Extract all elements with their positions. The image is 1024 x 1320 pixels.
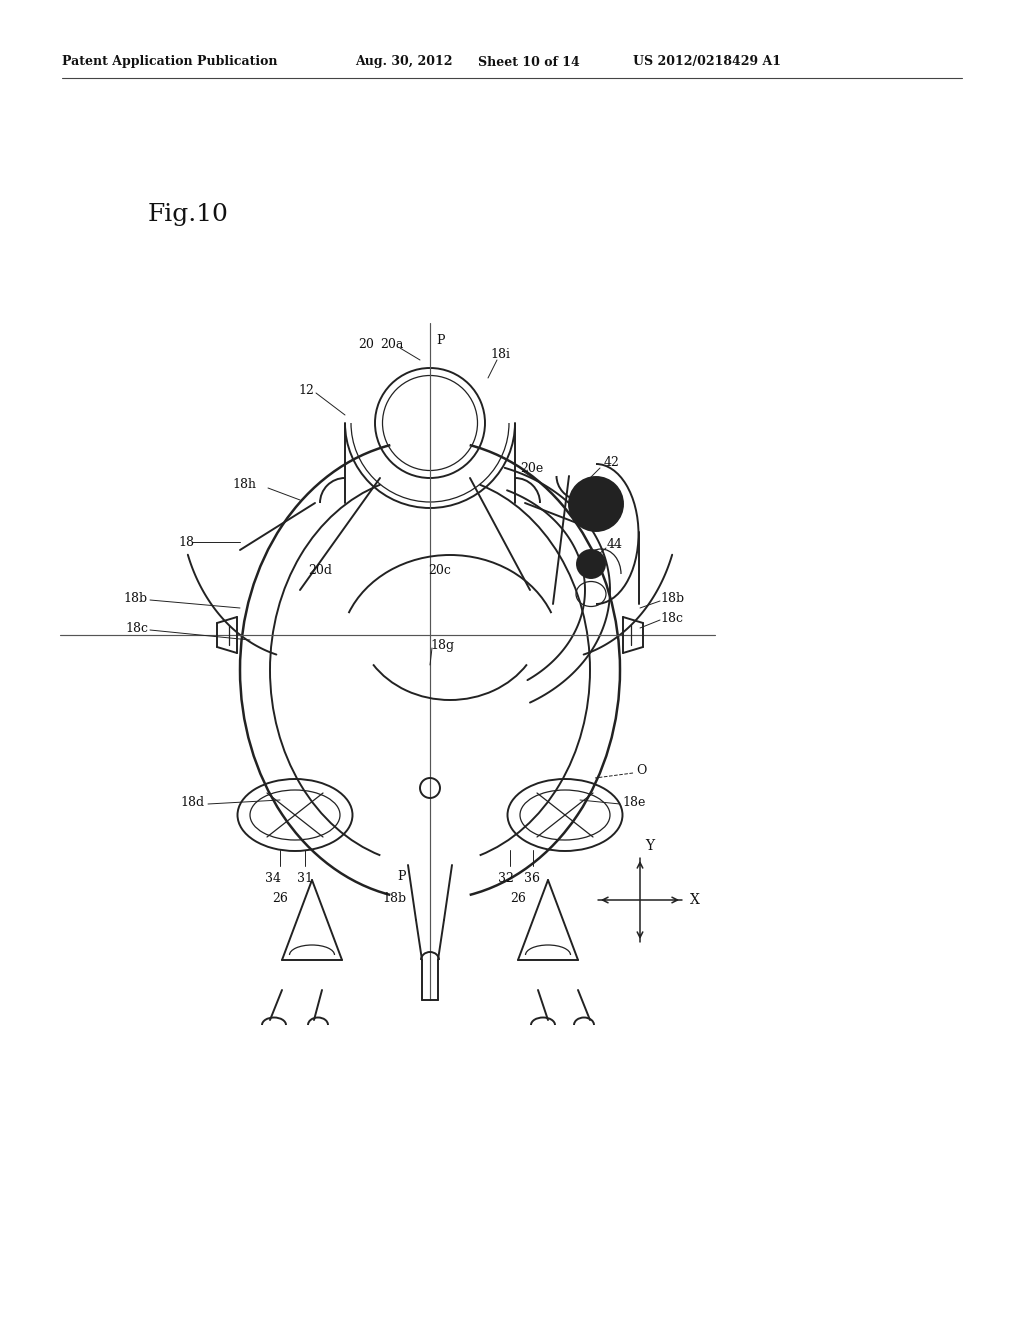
Text: P: P	[436, 334, 444, 346]
Text: Aug. 30, 2012: Aug. 30, 2012	[355, 55, 453, 69]
Text: 18b: 18b	[660, 591, 684, 605]
Text: 36: 36	[524, 871, 540, 884]
Text: 18i: 18i	[490, 348, 510, 362]
Text: 20: 20	[358, 338, 374, 351]
Text: 18b: 18b	[124, 591, 148, 605]
Text: 20c: 20c	[428, 564, 451, 577]
Text: Y: Y	[645, 840, 654, 853]
Text: 34: 34	[265, 871, 281, 884]
Text: O: O	[636, 763, 646, 776]
Text: 18e: 18e	[622, 796, 645, 808]
Text: X: X	[690, 894, 699, 907]
Text: 18d: 18d	[181, 796, 205, 808]
Text: P: P	[397, 870, 406, 883]
Text: 31: 31	[297, 871, 313, 884]
Text: 20d: 20d	[308, 564, 332, 577]
Text: 44: 44	[607, 539, 623, 552]
Text: 26: 26	[272, 891, 288, 904]
Text: 18h: 18h	[232, 479, 256, 491]
Text: 18g: 18g	[430, 639, 454, 652]
Text: 18c: 18c	[660, 611, 683, 624]
Text: 18b: 18b	[383, 891, 408, 904]
Text: US 2012/0218429 A1: US 2012/0218429 A1	[633, 55, 781, 69]
Text: 26: 26	[510, 891, 526, 904]
Circle shape	[569, 477, 623, 531]
Text: Sheet 10 of 14: Sheet 10 of 14	[478, 55, 580, 69]
Text: 12: 12	[298, 384, 314, 396]
Circle shape	[577, 550, 605, 578]
Text: 32: 32	[498, 871, 514, 884]
Text: Fig.10: Fig.10	[148, 203, 229, 227]
Text: 42: 42	[604, 457, 620, 470]
Text: 20a: 20a	[380, 338, 403, 351]
Text: Patent Application Publication: Patent Application Publication	[62, 55, 278, 69]
Text: 18c: 18c	[125, 622, 148, 635]
Text: 20e: 20e	[520, 462, 544, 474]
Text: 18: 18	[178, 536, 194, 549]
